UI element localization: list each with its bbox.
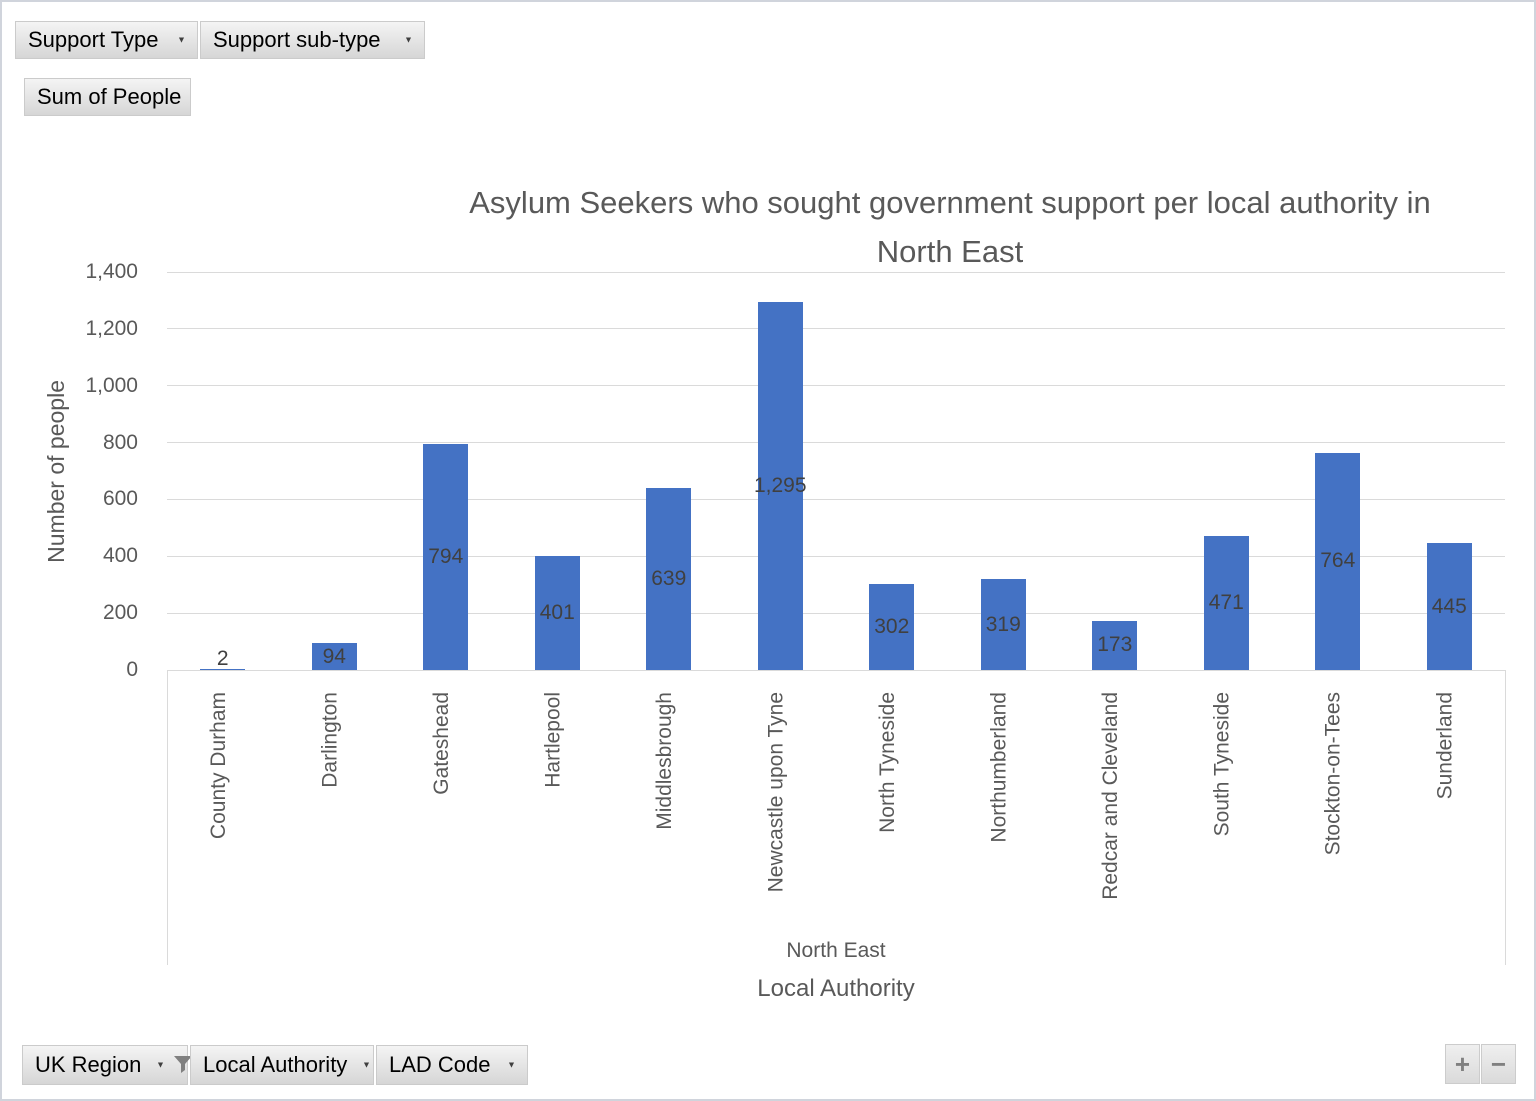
bar-data-label: 401 [539,601,575,624]
filter-icon [172,1054,194,1076]
collapse-entire-field-button[interactable]: − [1481,1044,1516,1084]
bar-sunderland[interactable] [1426,543,1472,670]
category-label: Newcastle upon Tyne [764,692,788,893]
bar-redcar-and-cleveland[interactable] [1092,620,1138,670]
x-axis-title: Local Authority [757,975,915,1002]
chevron-down-icon: ▼ [507,1059,516,1070]
y-tick-label: 400 [102,544,138,568]
category-label: Stockton-on-Tees [1321,692,1345,856]
category-label: County Durham [206,692,230,840]
pivot-field-button-label: UK Region [35,1052,142,1077]
chart-title: Asylum Seekers who sought government sup… [350,178,1534,276]
expand-entire-field-button[interactable]: + [1445,1044,1480,1084]
category-label: South Tyneside [1210,692,1234,837]
category-label: Gateshead [429,692,453,795]
y-tick-label: 200 [102,601,138,625]
bar-data-label: 302 [874,615,910,639]
bar-data-label: 445 [1431,594,1467,618]
bar-data-label: 2 [216,647,229,670]
y-tick-label: 1,000 [85,373,138,397]
pivot-field-button-local-authority[interactable]: Local Authority ▼ [190,1045,374,1085]
gridline [167,498,1505,500]
bar-south-tyneside[interactable] [1203,536,1249,670]
bar-data-label: 794 [428,545,464,569]
category-label: Middlesbrough [652,692,676,830]
bar-data-label: 639 [651,567,687,591]
gridline [167,442,1505,444]
category-axis-border-left [167,670,168,965]
category-label: North Tyneside [875,692,899,833]
pivot-field-button-lad-code[interactable]: LAD Code ▼ [376,1045,528,1085]
pivot-field-button-uk-region[interactable]: UK Region ▼ [22,1045,193,1085]
pivot-field-button-label: Sum of People [37,84,182,109]
bar-newcastle-upon-tyne[interactable] [757,301,803,670]
bar-middlesbrough[interactable] [646,488,692,670]
y-tick-label: 0 [126,658,138,681]
category-label: Darlington [318,692,342,788]
bar-stockton-on-tees[interactable] [1315,452,1361,670]
axis-group-label: North East [786,939,886,962]
category-label: Northumberland [987,692,1011,843]
category-label: Hartlepool [541,692,565,788]
gridline [167,385,1505,387]
bar-hartlepool[interactable] [534,556,580,670]
category-axis-border-right [1505,670,1506,965]
gridline [167,555,1505,557]
gridline [167,669,1505,671]
bar-northumberland[interactable] [980,579,1026,670]
bar-data-label: 173 [1097,633,1133,657]
bar-north-tyneside[interactable] [869,584,915,670]
chart-title-line-1: Asylum Seekers who sought government sup… [469,185,1431,220]
pivot-field-button-label: Support Type [28,27,159,52]
bar-data-label: 319 [985,612,1021,636]
chart-title-line-2: North East [876,234,1024,269]
y-tick-label: 800 [102,430,138,454]
bar-data-label: 471 [1208,591,1244,615]
bar-county-durham[interactable] [200,669,246,670]
bar-data-label: 94 [322,644,346,668]
chevron-down-icon: ▼ [362,1059,372,1070]
pivot-field-button-label: Support sub-type [213,27,381,52]
bar-data-label: 1,295 [753,473,807,497]
pivot-field-button-sum-of-people[interactable]: Sum of People [24,78,191,116]
pivot-field-button-label: LAD Code [389,1052,491,1077]
gridline [167,271,1505,273]
gridline [167,328,1505,330]
category-label: Sunderland [1433,692,1457,800]
y-tick-label: 1,400 [85,260,138,283]
bar-darlington[interactable] [311,643,357,670]
chevron-down-icon: ▼ [156,1059,166,1070]
bar-gateshead[interactable] [423,444,469,670]
bar-data-label: 764 [1320,549,1356,573]
category-label: Redcar and Cleveland [1098,692,1122,900]
chevron-down-icon: ▼ [404,34,413,45]
y-tick-label: 600 [102,487,138,511]
chevron-down-icon: ▼ [177,34,186,45]
pivot-field-button-label: Local Authority [203,1052,348,1077]
gridline [167,612,1505,614]
y-axis-title: Number of people [43,380,69,563]
y-tick-label: 1,200 [85,316,138,340]
pivot-field-button-support-type[interactable]: Support Type ▼ [15,21,198,59]
pivot-field-button-support-sub-type[interactable]: Support sub-type ▼ [200,21,425,59]
